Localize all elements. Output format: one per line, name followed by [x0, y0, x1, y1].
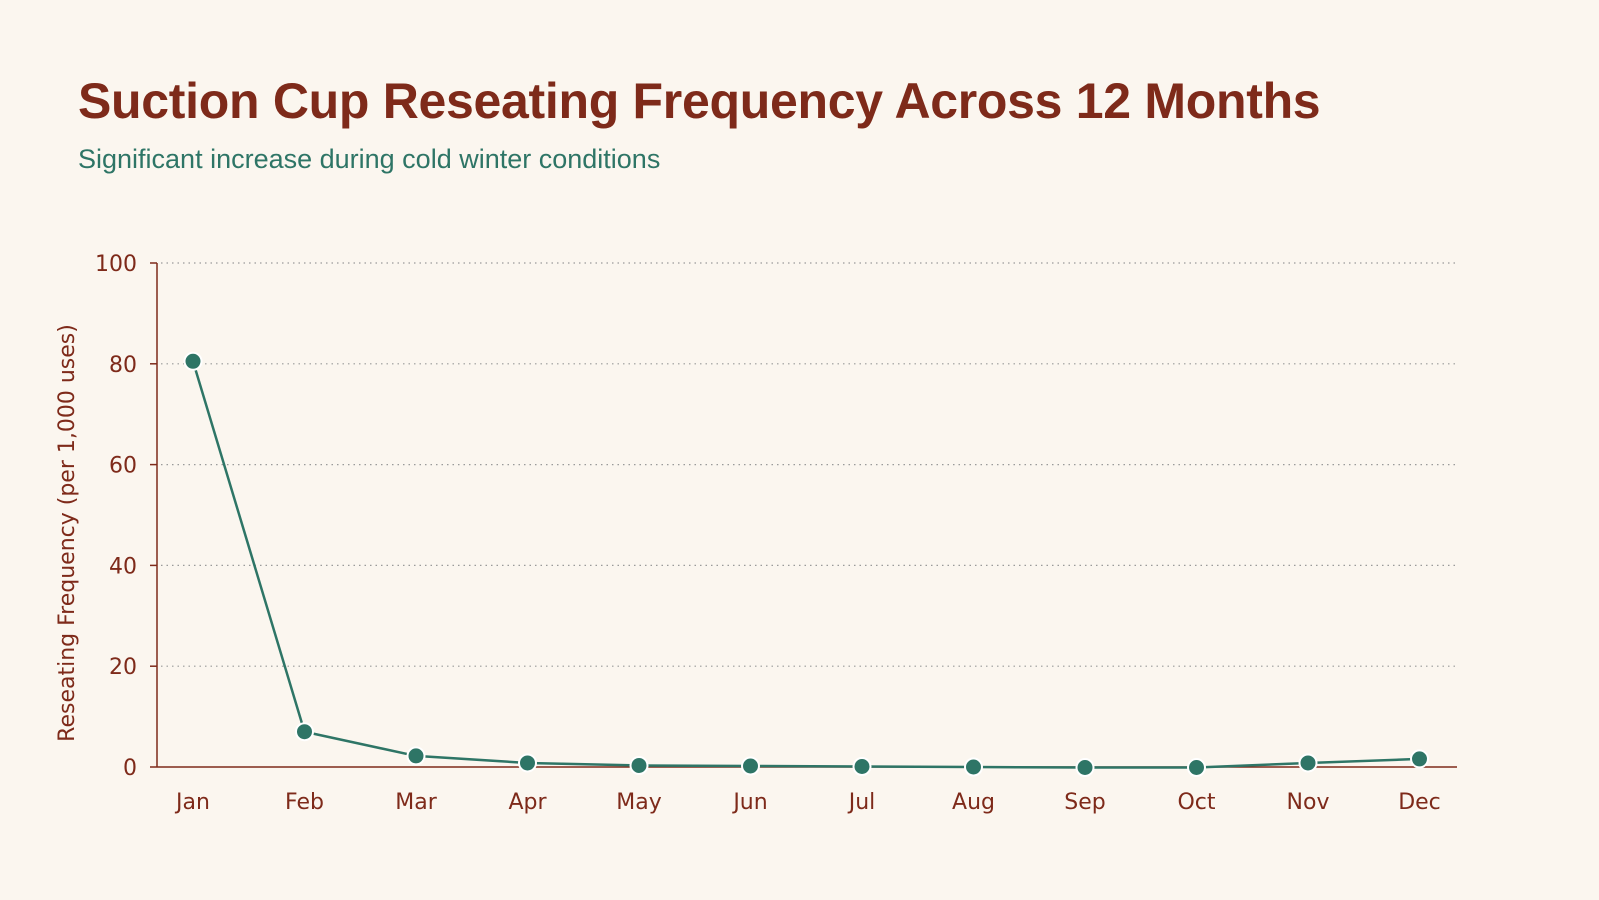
x-tick-label: Mar: [395, 790, 437, 815]
data-point-mar: [406, 746, 426, 766]
chart-title: Suction Cup Reseating Frequency Across 1…: [78, 73, 1321, 129]
x-tick-label: Jul: [847, 790, 876, 815]
x-tick-label: Nov: [1287, 790, 1330, 815]
grid-lines: [161, 262, 1457, 667]
x-tick-label: Sep: [1064, 790, 1105, 815]
data-point-feb: [295, 722, 314, 742]
series-line: [191, 360, 1420, 769]
x-tick-labels: Jan Feb Mar Apr May Jun Jul Aug Sep Oct Nov Dec: [174, 790, 1441, 815]
y-tick-label: 0: [123, 756, 137, 781]
x-tick-label: Jan: [174, 790, 210, 815]
y-tick-label: 40: [109, 554, 137, 579]
data-point-aug: [964, 757, 983, 777]
data-point-jul: [852, 756, 872, 776]
x-tick-label: Feb: [285, 790, 324, 815]
x-tick-label: Apr: [508, 790, 547, 815]
data-point-nov: [1298, 753, 1318, 773]
data-point-jan: [183, 351, 203, 371]
data-point-may: [629, 755, 649, 775]
data-point-oct: [1187, 758, 1206, 778]
y-tick-labels: 0 20 40 60 80 100: [95, 252, 137, 781]
axes: [150, 262, 1457, 768]
x-tick-label: Dec: [1398, 790, 1441, 815]
data-point-dec: [1410, 749, 1429, 769]
data-point-jun: [741, 756, 760, 776]
x-tick-label: May: [616, 790, 661, 815]
data-point-sep: [1075, 758, 1095, 778]
y-tick-label: 60: [109, 454, 137, 479]
y-tick-label: 80: [109, 353, 137, 378]
x-tick-label: Oct: [1177, 790, 1215, 815]
y-tick-label: 20: [109, 655, 137, 680]
y-axis-title: Reseating Frequency (per 1,000 uses): [55, 324, 80, 742]
series-layer: [183, 351, 1429, 778]
x-tick-label: Jun: [731, 790, 767, 815]
data-point-apr: [518, 753, 537, 773]
x-tick-label: Aug: [952, 790, 995, 815]
y-tick-label: 100: [95, 252, 137, 277]
chart-subtitle: Significant increase during cold winter …: [78, 144, 661, 174]
